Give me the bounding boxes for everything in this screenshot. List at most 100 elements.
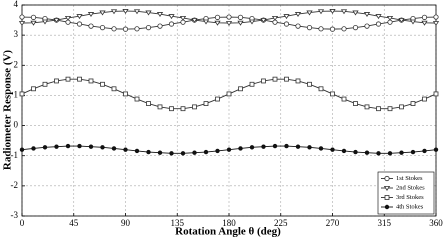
marker xyxy=(384,175,390,182)
marker xyxy=(294,12,302,17)
marker xyxy=(352,25,359,31)
marker xyxy=(157,23,163,29)
marker xyxy=(123,147,128,152)
marker xyxy=(283,21,290,27)
marker xyxy=(76,14,83,20)
marker xyxy=(226,91,232,97)
marker xyxy=(318,86,324,92)
marker xyxy=(87,12,95,17)
marker xyxy=(30,14,37,20)
marker xyxy=(88,23,94,29)
marker xyxy=(284,76,289,82)
marker xyxy=(226,14,232,20)
marker xyxy=(318,146,324,151)
marker xyxy=(237,14,244,20)
marker xyxy=(145,25,152,31)
marker xyxy=(225,21,233,27)
marker xyxy=(111,146,117,151)
x-tick-label: 45 xyxy=(69,218,79,228)
marker xyxy=(409,19,417,25)
marker xyxy=(202,19,210,25)
marker xyxy=(65,76,71,82)
marker xyxy=(77,143,82,149)
marker xyxy=(168,14,175,20)
legend-label: 3rd Stokes xyxy=(396,194,424,201)
marker xyxy=(353,149,358,155)
marker xyxy=(18,21,26,27)
marker xyxy=(384,204,390,210)
marker xyxy=(399,150,404,155)
marker xyxy=(422,96,427,102)
marker xyxy=(215,96,220,102)
marker xyxy=(122,26,129,32)
marker xyxy=(353,101,358,106)
marker xyxy=(77,76,82,82)
plot-frame xyxy=(21,4,437,217)
marker xyxy=(410,149,416,155)
marker xyxy=(133,9,141,15)
marker xyxy=(383,186,391,191)
marker xyxy=(122,9,129,14)
marker xyxy=(410,101,416,106)
marker xyxy=(364,23,370,29)
marker xyxy=(384,195,390,200)
marker xyxy=(100,81,105,87)
marker xyxy=(237,20,244,26)
legend: 1st Stokes 2nd Stokes 3rd Stokes 4th Stokes xyxy=(377,171,435,215)
marker xyxy=(238,86,243,92)
marker xyxy=(375,14,382,20)
marker xyxy=(192,150,197,155)
marker xyxy=(352,10,359,16)
marker xyxy=(169,106,174,112)
legend-label: 2nd Stokes xyxy=(396,184,425,191)
marker xyxy=(249,81,255,87)
marker xyxy=(341,148,347,154)
marker xyxy=(111,26,117,32)
marker xyxy=(30,20,37,26)
marker xyxy=(31,86,36,92)
marker xyxy=(111,86,117,92)
marker xyxy=(226,147,232,152)
marker xyxy=(433,147,439,152)
y-tick-label: 2 xyxy=(14,59,19,69)
y-tick-label: 4 xyxy=(14,0,19,9)
marker xyxy=(376,106,381,112)
x-axis-title: Rotation Angle θ (deg) xyxy=(175,226,281,238)
marker xyxy=(180,106,186,112)
x-tick-label: 315 xyxy=(378,218,392,228)
marker xyxy=(42,145,48,150)
marker xyxy=(248,19,256,25)
marker xyxy=(180,151,186,156)
marker xyxy=(76,21,83,27)
marker xyxy=(134,148,140,154)
marker xyxy=(329,9,336,14)
marker xyxy=(214,20,221,26)
marker xyxy=(19,91,25,97)
marker xyxy=(421,20,428,26)
marker xyxy=(19,147,25,152)
x-tick-label: 180 xyxy=(222,218,236,228)
marker xyxy=(387,106,393,112)
marker xyxy=(422,148,427,154)
marker xyxy=(157,104,163,110)
marker xyxy=(271,15,279,21)
marker xyxy=(191,18,198,24)
marker xyxy=(41,19,49,25)
marker xyxy=(363,12,371,17)
marker xyxy=(134,96,140,102)
x-tick-label: 90 xyxy=(121,218,131,228)
x-tick-label: 135 xyxy=(171,218,185,228)
marker xyxy=(179,15,187,21)
marker xyxy=(145,10,152,16)
marker xyxy=(341,26,347,32)
marker xyxy=(283,14,290,20)
y-tick-label: -3 xyxy=(11,210,19,220)
marker xyxy=(192,104,197,110)
legend-label: 1st Stokes xyxy=(396,175,423,182)
marker xyxy=(65,143,71,149)
marker xyxy=(134,26,140,32)
marker xyxy=(340,9,348,15)
marker xyxy=(260,18,267,24)
marker xyxy=(272,76,278,82)
